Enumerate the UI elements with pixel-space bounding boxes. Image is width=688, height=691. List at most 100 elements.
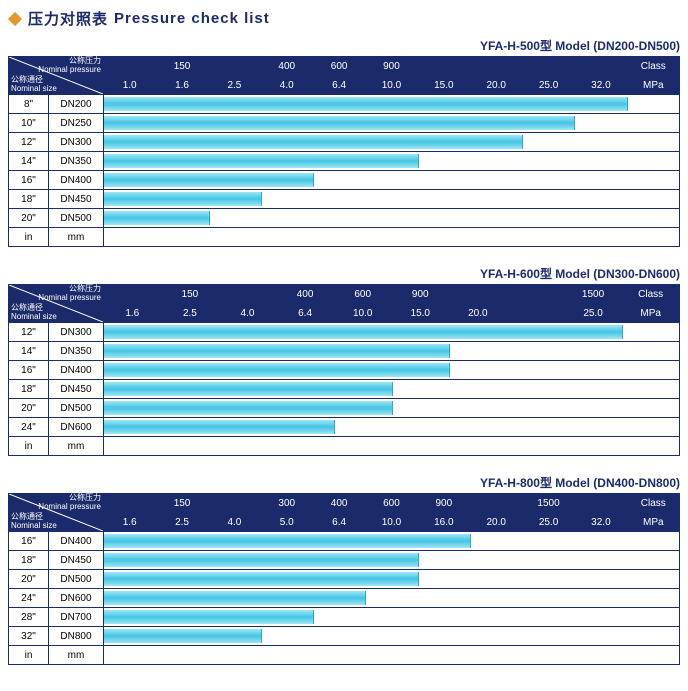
- size-in-cell: 16": [9, 532, 49, 551]
- class-header-cell: [470, 57, 522, 76]
- size-in-cell: 10": [9, 114, 49, 133]
- footer-empty: [104, 437, 680, 456]
- unit-in-cell: in: [9, 646, 49, 665]
- class-header-cell: [208, 57, 260, 76]
- bar-cell: [104, 532, 680, 551]
- mpa-header-cell: 25.0: [522, 513, 574, 532]
- unit-mm-cell: mm: [49, 646, 104, 665]
- class-header-cell: [522, 57, 574, 76]
- size-in-cell: 14": [9, 152, 49, 171]
- mpa-header-cell: 1.0: [104, 76, 156, 95]
- class-header-cell: 600: [313, 57, 365, 76]
- class-header-cell: [575, 57, 627, 76]
- mpa-header-cell: 6.4: [313, 76, 365, 95]
- bar-fill: [104, 610, 314, 624]
- chart-block: YFA-H-500型 Model (DN200-DN500)公称压力Nomina…: [8, 37, 680, 247]
- mpa-header-cell: 2.5: [161, 304, 219, 323]
- bar-cell: [104, 323, 680, 342]
- size-mm-cell: DN300: [49, 323, 104, 342]
- size-in-cell: 12": [9, 323, 49, 342]
- class-header-cell: [507, 285, 565, 304]
- corner-top: 公称压力Nominal pressure: [38, 494, 101, 512]
- size-mm-cell: DN450: [49, 551, 104, 570]
- mpa-header-cell: MPa: [627, 513, 679, 532]
- bar-cell: [104, 171, 680, 190]
- bar-fill: [104, 192, 262, 206]
- bar-cell: [104, 627, 680, 646]
- mpa-header-cell: 6.4: [276, 304, 334, 323]
- corner-bottom: 公称通径Nominal size: [11, 304, 57, 322]
- size-mm-cell: DN200: [49, 95, 104, 114]
- bar-fill: [104, 135, 523, 149]
- class-header-cell: 900: [391, 285, 449, 304]
- class-header-cell: [418, 57, 470, 76]
- mpa-header-cell: 1.6: [104, 304, 162, 323]
- size-mm-cell: DN350: [49, 342, 104, 361]
- class-header-cell: [208, 494, 260, 513]
- size-in-cell: 18": [9, 551, 49, 570]
- class-header-cell: Class: [627, 57, 679, 76]
- class-header-cell: 150: [161, 285, 219, 304]
- bar-cell: [104, 342, 680, 361]
- corner-bottom: 公称通径Nominal size: [11, 76, 57, 94]
- size-in-cell: 14": [9, 342, 49, 361]
- size-mm-cell: DN400: [49, 532, 104, 551]
- bar-fill: [104, 154, 419, 168]
- chart-block: YFA-H-600型 Model (DN300-DN600)公称压力Nomina…: [8, 265, 680, 456]
- mpa-header-cell: 15.0: [418, 76, 470, 95]
- footer-empty: [104, 646, 680, 665]
- charts-container: YFA-H-500型 Model (DN200-DN500)公称压力Nomina…: [8, 37, 680, 665]
- bar-fill: [104, 344, 450, 358]
- mpa-header-cell: 6.4: [313, 513, 365, 532]
- bar-fill: [104, 591, 366, 605]
- class-header-cell: 400: [261, 57, 313, 76]
- bar-cell: [104, 114, 680, 133]
- class-header-cell: Class: [622, 285, 680, 304]
- title-cn: 压力对照表: [28, 8, 108, 29]
- mpa-header-cell: 20.0: [470, 76, 522, 95]
- mpa-header-cell: 20.0: [449, 304, 507, 323]
- mpa-header-cell: 25.0: [522, 76, 574, 95]
- class-header-cell: [219, 285, 277, 304]
- class-header-cell: 900: [418, 494, 470, 513]
- class-header-cell: 150: [156, 494, 208, 513]
- bar-fill: [104, 363, 450, 377]
- class-header-cell: 1500: [522, 494, 574, 513]
- mpa-header-cell: 20.0: [470, 513, 522, 532]
- size-mm-cell: DN300: [49, 133, 104, 152]
- bar-cell: [104, 418, 680, 437]
- size-mm-cell: DN400: [49, 171, 104, 190]
- size-in-cell: 12": [9, 133, 49, 152]
- corner-cell: 公称压力Nominal pressure公称通径Nominal size: [9, 285, 104, 323]
- size-mm-cell: DN700: [49, 608, 104, 627]
- corner-top: 公称压力Nominal pressure: [38, 57, 101, 75]
- corner-cell: 公称压力Nominal pressure公称通径Nominal size: [9, 57, 104, 95]
- mpa-header-cell: 25.0: [564, 304, 622, 323]
- mpa-header-cell: 32.0: [575, 76, 627, 95]
- corner-cell: 公称压力Nominal pressure公称通径Nominal size: [9, 494, 104, 532]
- class-header-cell: 600: [365, 494, 417, 513]
- mpa-header-cell: MPa: [627, 76, 679, 95]
- class-header-cell: 900: [365, 57, 417, 76]
- bar-fill: [104, 534, 471, 548]
- mpa-header-cell: 10.0: [365, 76, 417, 95]
- class-header-cell: 300: [261, 494, 313, 513]
- class-header-cell: [470, 494, 522, 513]
- class-header-cell: [104, 494, 156, 513]
- size-mm-cell: DN450: [49, 190, 104, 209]
- class-header-cell: [575, 494, 627, 513]
- size-mm-cell: DN500: [49, 209, 104, 228]
- size-in-cell: 20": [9, 209, 49, 228]
- size-mm-cell: DN600: [49, 418, 104, 437]
- unit-mm-cell: mm: [49, 228, 104, 247]
- size-mm-cell: DN350: [49, 152, 104, 171]
- bar-cell: [104, 209, 680, 228]
- model-label: YFA-H-800型 Model (DN400-DN800): [8, 474, 680, 491]
- bar-cell: [104, 551, 680, 570]
- bar-fill: [104, 325, 623, 339]
- size-mm-cell: DN450: [49, 380, 104, 399]
- bar-cell: [104, 380, 680, 399]
- size-in-cell: 24": [9, 589, 49, 608]
- mpa-header-cell: 2.5: [208, 76, 260, 95]
- class-header-cell: 600: [334, 285, 392, 304]
